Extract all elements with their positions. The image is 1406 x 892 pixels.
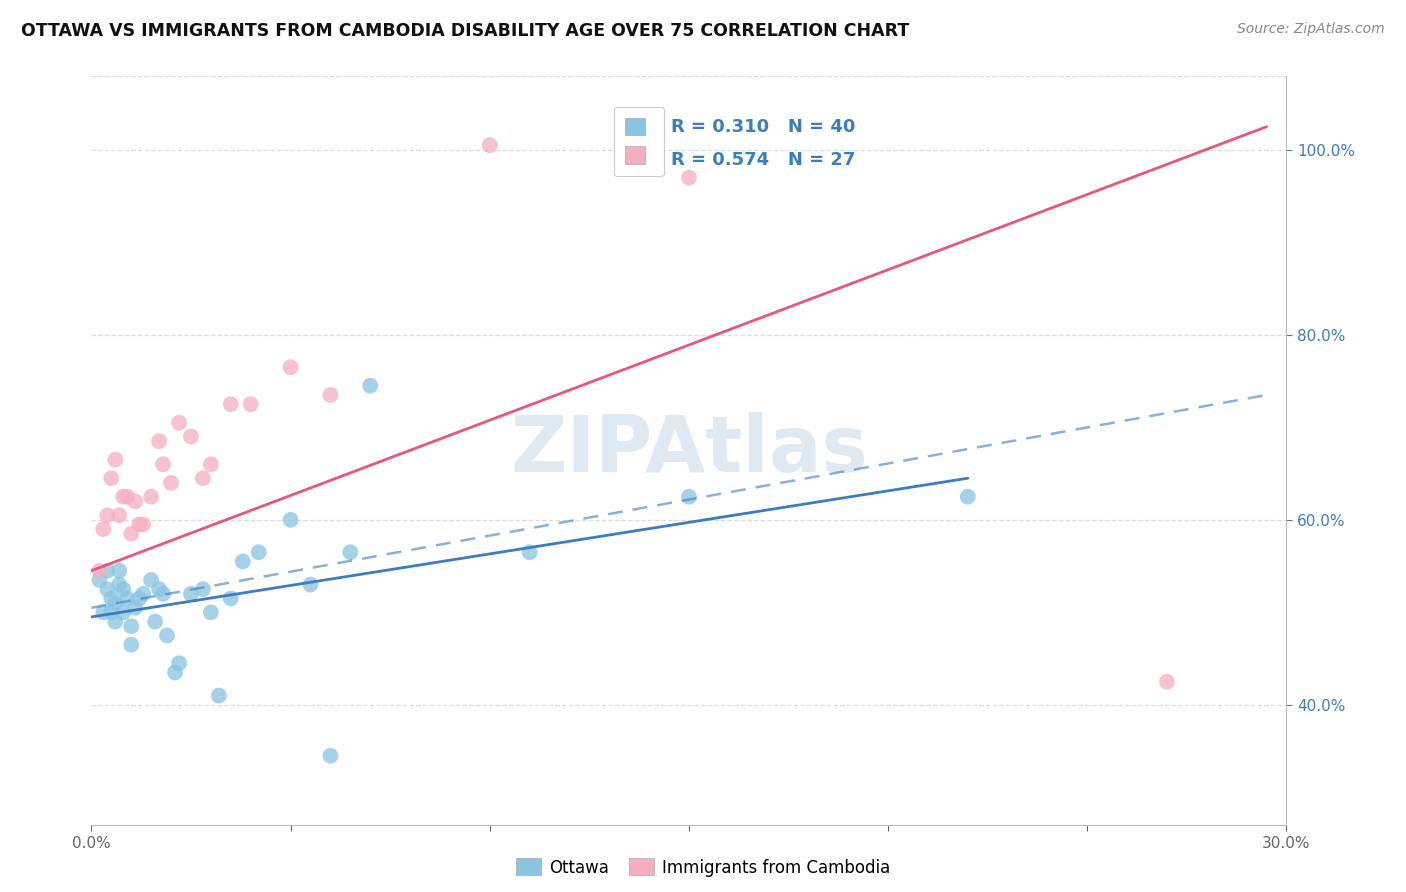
Point — [1156, 674, 1178, 689]
Point — [120, 619, 142, 633]
Point — [115, 490, 138, 504]
Point — [180, 429, 202, 443]
Point — [247, 545, 270, 559]
Point — [956, 490, 979, 504]
Text: Source: ZipAtlas.com: Source: ZipAtlas.com — [1237, 22, 1385, 37]
Point — [152, 458, 174, 472]
Point — [163, 665, 186, 680]
Point — [143, 615, 166, 629]
Point — [120, 638, 142, 652]
Point — [160, 475, 183, 490]
Point — [280, 513, 302, 527]
Point — [239, 397, 262, 411]
Point — [108, 508, 131, 523]
Point — [100, 591, 122, 606]
Point — [132, 517, 155, 532]
Legend: , : , — [613, 107, 664, 177]
Point — [124, 600, 146, 615]
Point — [96, 564, 118, 578]
Point — [104, 452, 127, 467]
Point — [299, 577, 322, 591]
Point — [200, 605, 222, 619]
Point — [112, 490, 135, 504]
Point — [219, 397, 242, 411]
Point — [519, 545, 541, 559]
Point — [132, 587, 155, 601]
Point — [128, 591, 150, 606]
Point — [108, 577, 131, 591]
Point — [141, 573, 162, 587]
Point — [200, 458, 222, 472]
Point — [359, 378, 381, 392]
Point — [128, 517, 150, 532]
Point — [141, 490, 162, 504]
Text: R = 0.310   N = 40: R = 0.310 N = 40 — [671, 118, 855, 136]
Point — [93, 605, 115, 619]
Point — [120, 526, 142, 541]
Point — [280, 360, 302, 375]
Text: ZIPAtlas: ZIPAtlas — [510, 412, 868, 489]
Point — [93, 522, 115, 536]
Point — [104, 596, 127, 610]
Point — [96, 508, 118, 523]
Point — [89, 564, 111, 578]
Point — [232, 554, 254, 568]
Point — [339, 545, 361, 559]
Point — [208, 689, 231, 703]
Point — [112, 582, 135, 597]
Point — [112, 605, 135, 619]
Point — [148, 582, 170, 597]
Point — [319, 388, 342, 402]
Point — [152, 587, 174, 601]
Point — [100, 471, 122, 485]
Point — [219, 591, 242, 606]
Text: OTTAWA VS IMMIGRANTS FROM CAMBODIA DISABILITY AGE OVER 75 CORRELATION CHART: OTTAWA VS IMMIGRANTS FROM CAMBODIA DISAB… — [21, 22, 910, 40]
Point — [478, 138, 501, 153]
Point — [180, 587, 202, 601]
Point — [104, 615, 127, 629]
Legend: Ottawa, Immigrants from Cambodia: Ottawa, Immigrants from Cambodia — [508, 850, 898, 885]
Point — [191, 582, 214, 597]
Point — [89, 573, 111, 587]
Point — [167, 657, 190, 671]
Point — [167, 416, 190, 430]
Point — [96, 582, 118, 597]
Point — [156, 628, 179, 642]
Point — [108, 564, 131, 578]
Point — [191, 471, 214, 485]
Point — [678, 490, 700, 504]
Point — [678, 170, 700, 185]
Point — [124, 494, 146, 508]
Point — [115, 591, 138, 606]
Point — [319, 748, 342, 763]
Point — [148, 434, 170, 449]
Text: R = 0.574   N = 27: R = 0.574 N = 27 — [671, 152, 855, 169]
Point — [100, 605, 122, 619]
